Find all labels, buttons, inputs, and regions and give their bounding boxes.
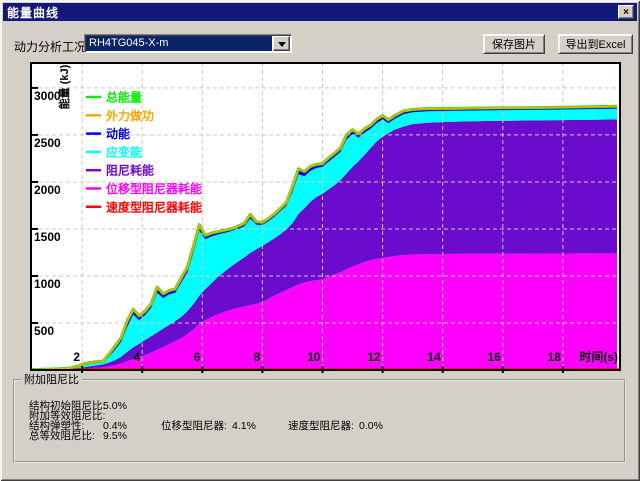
x-tick-label: 4 [134, 350, 141, 364]
x-tick-label: 18 [548, 350, 562, 364]
x-axis-label: 时间(s) [579, 349, 618, 364]
structural-initial-damping-value: 5.0% [103, 400, 127, 412]
additional-equivalent-damping-label: 附加等效阻尼比: [29, 410, 106, 422]
analysis-case-combobox[interactable]: RH4TG045-X-m [84, 34, 292, 53]
energy-chart: 500 1000 1500 2000 2500 3000 2 4 6 8 10 12 14 16 18 时间(… [30, 62, 621, 373]
area-displacement-damper-energy [31, 253, 617, 370]
elastoplastic-value: 0.4% [103, 420, 127, 432]
combo-selected-value: RH4TG045-X-m [86, 36, 272, 51]
y-tick-label: 3000 [34, 89, 61, 103]
damping-ratio-group: 附加阻尼比 结构初始阻尼比: 5.0% 附加等效阻尼比: 结构弹塑性: 0.4%… [13, 375, 626, 463]
y-tick-label: 2500 [34, 136, 61, 150]
x-tick-label: 2 [73, 350, 80, 364]
close-icon: × [623, 6, 629, 18]
legend-label-external_work: 外力做功 [106, 108, 154, 123]
legend-label-strain: 应变能 [106, 144, 142, 159]
legend-label-total_energy: 总能量 [106, 90, 142, 105]
total-equivalent-damping-label: 总等效阻尼比: [29, 430, 95, 442]
x-tick-label: 14 [427, 350, 441, 364]
total-equivalent-damping-value: 9.5% [103, 430, 127, 442]
y-tick-label: 500 [34, 324, 54, 338]
legend-label-velocity_damper: 速度型阻尼器耗能 [106, 199, 202, 214]
x-tick-label: 12 [367, 350, 381, 364]
y-tick-label: 2000 [34, 183, 61, 197]
x-tick-label: 16 [487, 350, 501, 364]
chevron-down-icon [277, 41, 286, 51]
y-tick-label: 1500 [34, 230, 61, 244]
plot-border [30, 62, 621, 371]
y-axis-label: 能量 (kJ) [57, 64, 71, 109]
x-tick-label: 10 [307, 350, 321, 364]
legend-label-displacement_damper: 位移型阻尼器耗能 [106, 181, 202, 196]
close-button[interactable]: × [618, 5, 634, 19]
structural-initial-damping-label: 结构初始阻尼比: [29, 400, 106, 412]
combo-dropdown-button[interactable] [273, 36, 290, 51]
export-excel-button[interactable]: 导出到Excel [558, 34, 633, 54]
displacement-damper-label: 位移型阻尼器: [161, 420, 227, 432]
area-damping-energy [31, 119, 617, 371]
displacement-damper-value: 4.1% [232, 420, 256, 432]
legend-label-kinetic: 动能 [106, 126, 130, 141]
velocity-damper-value: 0.0% [359, 420, 383, 432]
velocity-damper-label: 速度型阻尼器: [288, 420, 354, 432]
area-strain-energy [31, 108, 617, 370]
titlebar[interactable]: 能量曲线 × [3, 3, 637, 21]
legend-label-damping: 阻尼耗能 [106, 163, 154, 178]
line-external-work [30, 105, 618, 371]
analysis-case-label: 动力分析工况 [14, 40, 87, 54]
x-tick-label: 6 [194, 350, 201, 364]
elastoplastic-label: 结构弹塑性: [29, 420, 85, 432]
save-image-button[interactable]: 保存图片 [483, 34, 545, 54]
x-tick-label: 8 [254, 350, 261, 364]
y-tick-label: 1000 [34, 277, 61, 291]
window-title: 能量曲线 [7, 5, 60, 20]
group-title: 附加阻尼比 [21, 375, 82, 386]
